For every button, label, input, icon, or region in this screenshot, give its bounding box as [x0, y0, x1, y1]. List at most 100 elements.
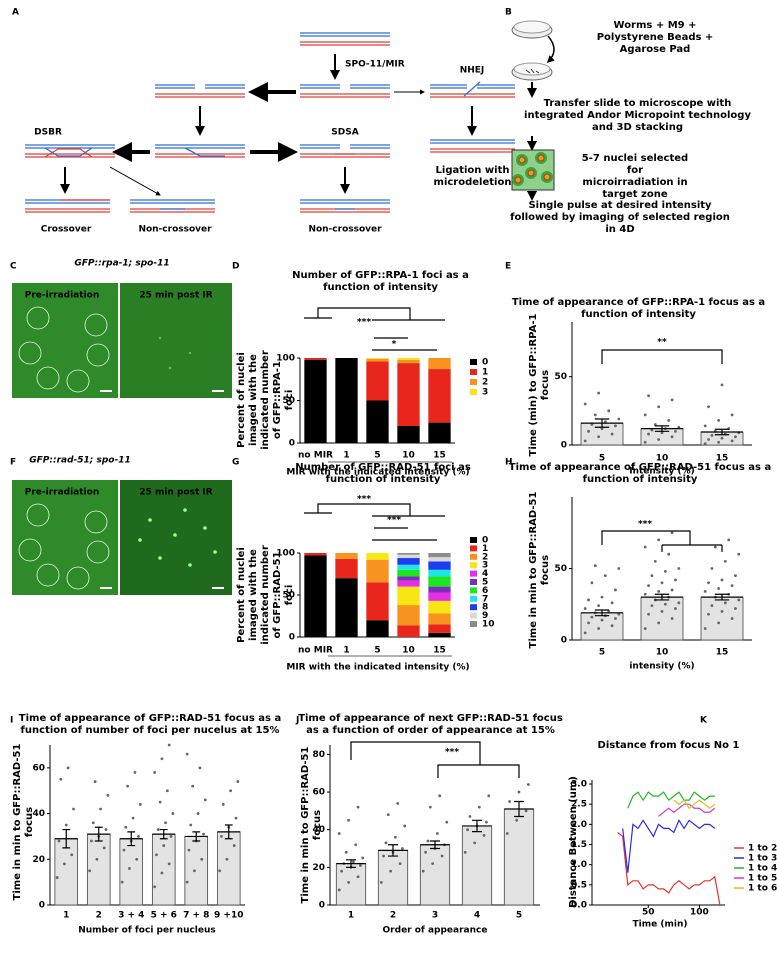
bar: [216, 831, 241, 906]
data-point: [717, 419, 721, 422]
error-bar: [54, 828, 78, 849]
legend-label: 10: [482, 620, 495, 630]
data-point: [128, 867, 131, 870]
irradiation-target: [26, 503, 50, 527]
data-point: [713, 545, 717, 549]
error-bar: [581, 609, 623, 617]
data-point: [220, 835, 223, 838]
data-point: [587, 598, 590, 602]
data-point: [59, 777, 63, 781]
data-point: [347, 818, 351, 822]
x-axis-label: Time (min): [633, 920, 688, 930]
data-point: [424, 850, 427, 854]
data-point: [88, 869, 92, 873]
y-tick-label: 20: [32, 855, 45, 865]
legend-swatch: [470, 579, 477, 585]
significance-bracket: [601, 530, 691, 545]
data-point: [717, 440, 721, 444]
bar-segment: [304, 358, 327, 360]
y-tick-label: 0: [561, 441, 567, 451]
x-tick-label: 1: [348, 911, 354, 921]
irradiation-target: [86, 343, 110, 367]
x-tick-label: 5 + 6: [151, 911, 177, 921]
x-tick-label: 10: [656, 648, 669, 658]
data-point: [647, 394, 650, 398]
data-point: [57, 839, 61, 843]
y-axis-label: Time (min) to GFP::RPA-1 focus: [528, 313, 551, 457]
data-point: [660, 610, 664, 613]
data-point: [730, 413, 734, 417]
data-point: [670, 531, 674, 535]
data-point: [131, 816, 135, 820]
irradiation-target: [84, 313, 108, 337]
bar-segment: [428, 624, 451, 633]
x-tick-label: 5: [599, 454, 605, 464]
significance: *: [392, 340, 397, 350]
data-point: [185, 752, 189, 756]
image-label: Pre-irradiation: [25, 291, 100, 301]
bar: [119, 838, 144, 906]
legend-swatch: [470, 545, 477, 552]
data-point: [64, 823, 68, 827]
x-axis-label: MIR with the indicated intensity (%): [286, 468, 469, 478]
bar: [335, 863, 367, 906]
irradiation-target: [18, 341, 42, 365]
y-tick-label: 2.5: [571, 800, 587, 810]
data-point: [734, 607, 737, 610]
dish-worms: [525, 68, 540, 74]
series-line: [622, 819, 716, 873]
panel-letter: J: [295, 716, 299, 726]
data-point: [340, 869, 343, 873]
data-point: [657, 589, 661, 593]
x-tick-label: 2: [96, 911, 102, 921]
x-tick-label: 9 +10: [214, 911, 243, 921]
legend-swatch: [470, 562, 477, 569]
data-point: [727, 538, 731, 542]
data-point: [167, 862, 171, 866]
data-point: [600, 595, 604, 599]
data-point: [66, 766, 70, 770]
bar-segment: [397, 553, 420, 555]
bar-segment: [366, 620, 389, 637]
y-tick-label: 50: [282, 591, 295, 601]
error-bar: [641, 593, 683, 601]
data-point: [603, 574, 607, 578]
target: [543, 173, 551, 181]
legend-swatch: [470, 604, 477, 611]
data-point: [590, 423, 594, 426]
data-point: [670, 398, 674, 402]
bar-segment: [428, 592, 451, 601]
x-axis-label: intensity (%): [629, 662, 694, 672]
data-point: [55, 876, 59, 879]
data-point: [703, 424, 707, 428]
data-point: [657, 405, 661, 409]
legend-label: 9: [482, 611, 488, 621]
significance: ***: [357, 495, 371, 505]
x-tick-label: 100: [690, 908, 709, 918]
data-point: [703, 442, 707, 446]
data-point: [614, 617, 617, 620]
bar-segment: [428, 600, 451, 614]
data-point: [440, 854, 444, 858]
x-tick-label: 1: [63, 911, 69, 921]
data-point: [597, 391, 601, 395]
data-point: [600, 618, 604, 622]
legend-swatch: [470, 369, 477, 375]
data-point: [707, 612, 710, 616]
chart-title: Time of appearance of next GFP::RAD-51 f…: [298, 713, 563, 736]
data-point: [351, 860, 355, 864]
error-bar: [336, 859, 366, 868]
bar-segment: [335, 578, 358, 637]
data-point: [485, 820, 488, 824]
dna-strand: [184, 147, 225, 157]
data-point: [674, 429, 677, 433]
y-tick-label: 1.5: [571, 840, 587, 850]
data-point: [426, 839, 430, 843]
bar-segment: [397, 426, 420, 443]
data-point: [106, 793, 110, 797]
bar-segment: [335, 558, 358, 579]
bar: [419, 844, 451, 906]
legend-label: 0: [482, 536, 488, 546]
panel-letter: G: [232, 458, 239, 468]
target: [537, 154, 545, 162]
